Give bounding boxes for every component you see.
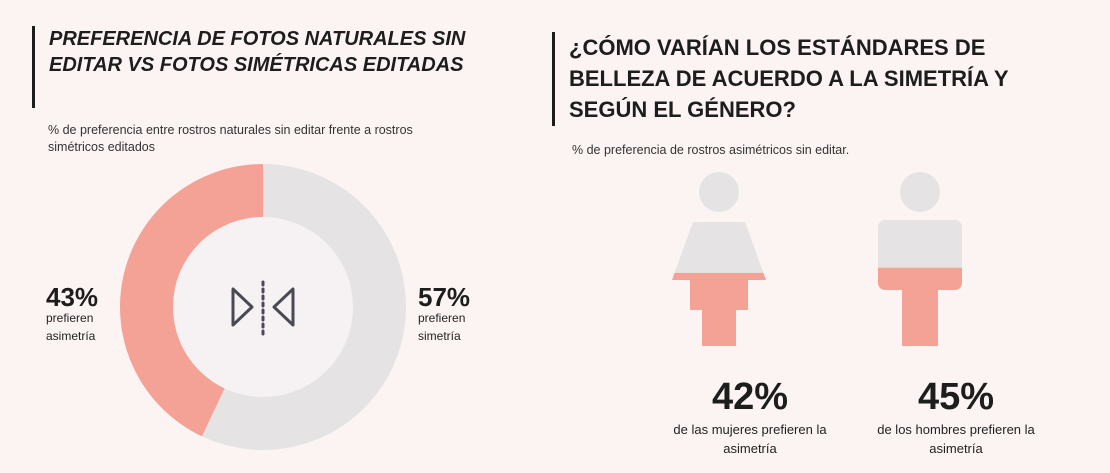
right-title-block: ¿CÓMO VARÍAN LOS ESTÁNDARES DE BELLEZA D… [552, 32, 1069, 126]
symmetry-percent: 57% [418, 282, 471, 312]
men-percent: 45% [917, 376, 995, 418]
left-title-block: PREFERENCIA DE FOTOS NATURALES SIN EDITA… [32, 26, 479, 108]
left-title: PREFERENCIA DE FOTOS NATURALES SIN EDITA… [49, 28, 466, 76]
left-panel: PREFERENCIA DE FOTOS NATURALES SIN EDITA… [0, 0, 530, 473]
left-subtitle: % de preferencia entre rostros naturales… [48, 123, 413, 154]
women-caption: de las mujeres prefieren la asimetría [673, 422, 827, 456]
woman-figure-fill [672, 272, 766, 346]
man-figure-fill [878, 267, 962, 346]
symmetry-label: prefieren simetría [418, 311, 466, 343]
men-caption: de los hombres prefieren la asimetría [877, 422, 1035, 456]
right-panel: ¿CÓMO VARÍAN LOS ESTÁNDARES DE BELLEZA D… [548, 0, 1110, 473]
donut-chart [119, 164, 406, 450]
symmetry-icon [231, 280, 295, 336]
right-title: ¿CÓMO VARÍAN LOS ESTÁNDARES DE BELLEZA D… [569, 35, 1009, 122]
asymmetry-label: prefieren asimetría [46, 311, 96, 343]
woman-figure-icon [672, 172, 766, 346]
women-percent: 42% [711, 376, 789, 418]
right-subtitle: % de preferencia de rostros asimétricos … [572, 143, 850, 157]
man-figure-icon [878, 172, 962, 346]
asymmetry-percent: 43% [46, 282, 99, 312]
